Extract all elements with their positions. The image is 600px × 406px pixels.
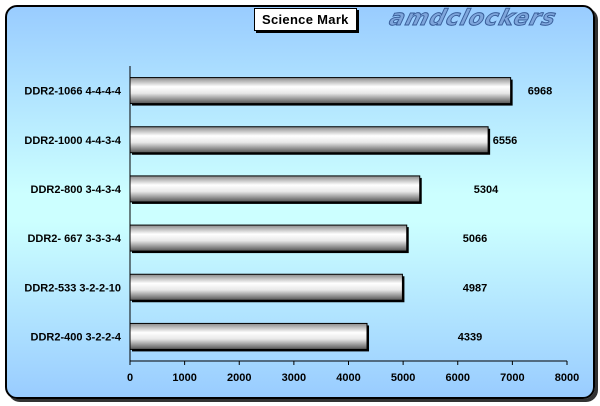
x-tick-label: 8000 <box>555 372 579 384</box>
bar <box>129 77 512 105</box>
chart-title: Science Mark <box>254 8 357 31</box>
x-tick-label: 3000 <box>282 372 306 384</box>
category-label: DDR2-1066 4-4-4-4 <box>24 86 121 98</box>
bar <box>129 126 489 154</box>
value-label: 4339 <box>458 331 482 343</box>
bar <box>129 175 421 203</box>
x-tick-label: 2000 <box>227 372 251 384</box>
value-label: 5304 <box>474 184 499 196</box>
value-label: 6968 <box>528 86 552 98</box>
bar <box>129 273 403 301</box>
x-tick-label: 4000 <box>336 372 360 384</box>
bar <box>129 224 408 252</box>
category-label: DDR2-800 3-4-3-4 <box>31 184 122 196</box>
category-label: DDR2-1000 4-4-3-4 <box>24 135 121 147</box>
value-label: 5066 <box>463 233 487 245</box>
x-tick-label: 6000 <box>446 372 470 384</box>
category-label: DDR2- 667 3-3-3-4 <box>27 233 121 245</box>
category-label: DDR2-400 3-2-2-4 <box>31 331 122 343</box>
value-label: 4987 <box>463 282 487 294</box>
x-tick-label: 0 <box>127 372 133 384</box>
x-tick-label: 1000 <box>172 372 196 384</box>
bar <box>129 322 368 350</box>
x-tick-label: 5000 <box>391 372 415 384</box>
x-tick-label: 7000 <box>500 372 524 384</box>
category-label: DDR2-533 3-2-2-10 <box>24 282 121 294</box>
value-label: 6556 <box>493 135 517 147</box>
